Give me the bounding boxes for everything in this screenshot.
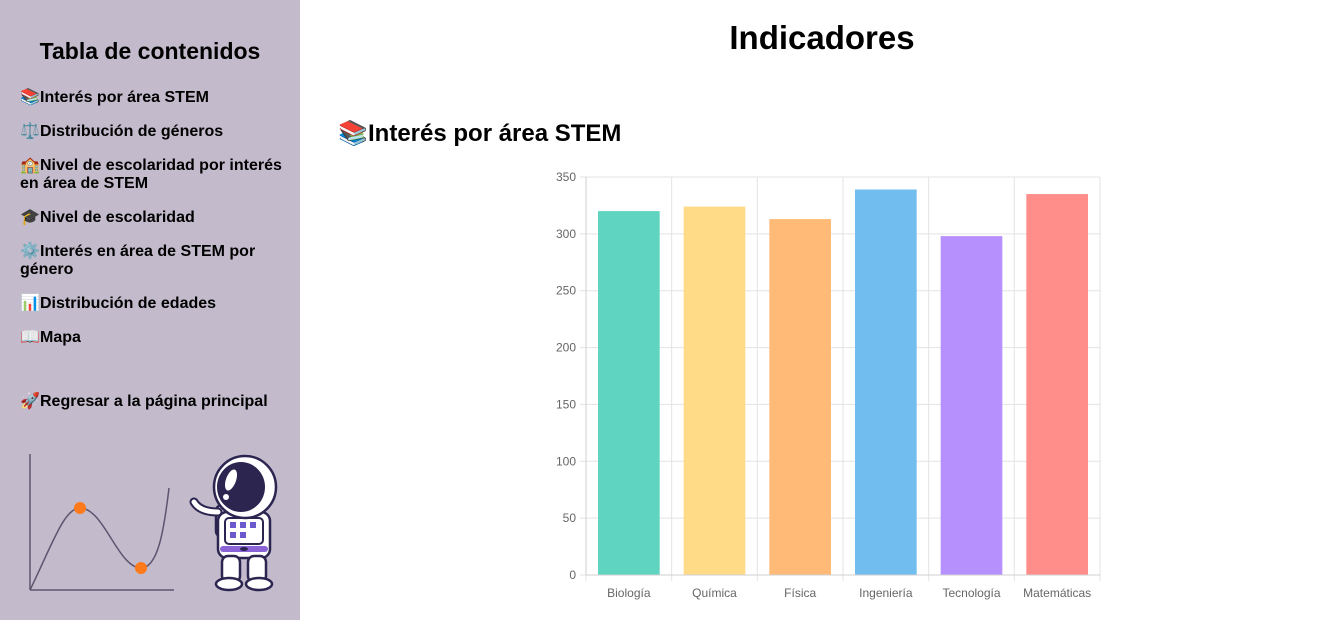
toc-title: Tabla de contenidos	[39, 38, 261, 64]
x-tick-label: Matemáticas	[1023, 586, 1091, 600]
y-tick-label: 100	[556, 454, 576, 468]
gear-icon: ⚙️	[20, 243, 40, 260]
page-title: Indicadores	[729, 19, 915, 56]
rocket-icon: 🚀	[20, 393, 40, 410]
toc-item-interes-genero[interactable]: ⚙️Interés en área de STEM por género	[20, 243, 290, 279]
toc-item-escolaridad-interes[interactable]: 🏫Nivel de escolaridad por interés en áre…	[20, 157, 290, 193]
x-tick-label: Química	[692, 586, 737, 600]
toc-item-label: Interés por área STEM	[40, 89, 209, 106]
toc-item-label: Nivel de escolaridad	[40, 209, 195, 226]
toc-item-mapa[interactable]: 📖Mapa	[20, 329, 290, 347]
toc-list: 📚Interés por área STEM ⚖️Distribución de…	[20, 89, 290, 363]
toc-item-nivel-escolaridad[interactable]: 🎓Nivel de escolaridad	[20, 209, 290, 227]
books-icon: 📚	[20, 89, 40, 106]
home-link[interactable]: 🚀Regresar a la página principal	[20, 393, 268, 411]
y-tick-label: 150	[556, 397, 576, 411]
section-title: 📚Interés por área STEM	[338, 119, 621, 148]
x-tick-label: Ingeniería	[859, 586, 913, 600]
toc-item-label: Nivel de escolaridad por interés en área…	[20, 157, 282, 192]
toc-item-label: Interés en área de STEM por género	[20, 243, 256, 278]
y-tick-label: 250	[556, 284, 576, 298]
y-tick-label: 350	[556, 170, 576, 184]
bar	[597, 211, 660, 575]
scales-icon: ⚖️	[20, 123, 40, 140]
home-link-label: Regresar a la página principal	[40, 393, 268, 410]
y-tick-label: 0	[569, 568, 576, 582]
curve-graph-icon	[29, 454, 174, 591]
bar	[854, 189, 917, 575]
section-title-text: Interés por área STEM	[368, 120, 622, 147]
toc-item-interes-stem[interactable]: 📚Interés por área STEM	[20, 89, 290, 107]
x-tick-label: Tecnología	[942, 586, 1000, 600]
toc-item-label: Mapa	[40, 329, 81, 346]
astronaut-illustration	[29, 454, 278, 592]
open-book-icon: 📖	[20, 329, 40, 346]
x-tick-label: Física	[784, 586, 816, 600]
bar	[1026, 194, 1089, 576]
bar	[769, 219, 832, 575]
x-tick-label: Biología	[607, 586, 651, 600]
toc-item-distribucion-generos[interactable]: ⚖️Distribución de géneros	[20, 123, 290, 141]
y-tick-label: 300	[556, 227, 576, 241]
bar	[683, 206, 746, 575]
y-tick-label: 50	[563, 511, 577, 525]
toc-item-label: Distribución de géneros	[40, 123, 224, 140]
stem-interest-bar-chart: 0 50 100 150 200 250 300 350 Biología Química Físi…	[556, 170, 1101, 600]
y-tick-label: 200	[556, 341, 576, 355]
graduation-cap-icon: 🎓	[20, 209, 40, 226]
bar	[940, 236, 1003, 575]
toc-item-distribucion-edades[interactable]: 📊Distribución de edades	[20, 295, 290, 313]
toc-item-label: Distribución de edades	[40, 295, 217, 312]
books-icon: 📚	[338, 120, 368, 147]
school-icon: 🏫	[20, 157, 40, 174]
bar-chart-icon: 📊	[20, 295, 40, 312]
sidebar: Tabla de contenidos 📚Interés por área ST…	[0, 0, 300, 620]
astronaut-icon	[189, 454, 278, 592]
